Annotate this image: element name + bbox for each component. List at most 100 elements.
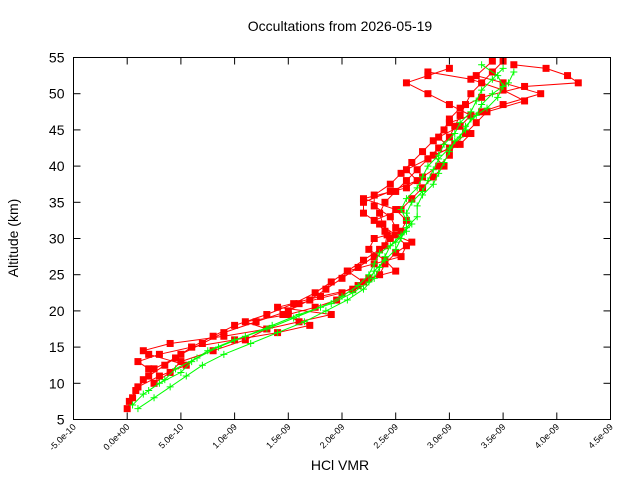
y-tick-label: 45 bbox=[49, 122, 65, 138]
data-point bbox=[402, 184, 410, 192]
data-point bbox=[419, 173, 427, 181]
data-point bbox=[177, 358, 185, 366]
data-point bbox=[241, 318, 249, 326]
y-tick-label: 50 bbox=[49, 86, 65, 102]
chart-title: Occultations from 2026-05-19 bbox=[248, 18, 433, 34]
data-point bbox=[462, 126, 470, 134]
data-point bbox=[429, 166, 437, 174]
data-point bbox=[456, 104, 464, 112]
data-point bbox=[370, 191, 378, 199]
data-point bbox=[306, 321, 314, 329]
data-point bbox=[462, 101, 470, 109]
data-point bbox=[182, 372, 190, 380]
data-point bbox=[132, 387, 140, 395]
data-point bbox=[150, 379, 158, 387]
data-point bbox=[295, 300, 303, 308]
data-point bbox=[284, 311, 292, 319]
data-point bbox=[381, 227, 389, 235]
data-point bbox=[537, 90, 545, 98]
data-point bbox=[419, 148, 427, 156]
profile-line bbox=[137, 71, 515, 410]
data-point bbox=[424, 68, 432, 76]
data-point bbox=[322, 285, 330, 293]
data-point bbox=[386, 235, 394, 242]
data-point bbox=[241, 336, 249, 344]
data-point bbox=[467, 90, 475, 98]
data-point bbox=[376, 209, 384, 217]
data-point bbox=[279, 311, 287, 319]
data-point bbox=[376, 271, 384, 279]
data-point bbox=[488, 90, 496, 98]
data-point bbox=[365, 271, 373, 279]
data-point bbox=[429, 137, 437, 145]
data-point bbox=[209, 347, 217, 355]
data-point bbox=[134, 383, 142, 391]
data-point bbox=[392, 245, 400, 253]
data-point bbox=[161, 376, 169, 384]
data-point bbox=[435, 169, 443, 177]
data-point bbox=[429, 180, 437, 188]
data-point bbox=[451, 140, 459, 148]
data-point bbox=[478, 93, 486, 101]
data-point bbox=[419, 184, 427, 192]
data-point bbox=[209, 332, 217, 340]
data-point bbox=[365, 245, 373, 253]
y-tick-label: 55 bbox=[49, 50, 65, 66]
data-point bbox=[435, 155, 443, 163]
y-tick-label: 30 bbox=[49, 231, 65, 247]
data-point bbox=[402, 195, 410, 203]
data-point bbox=[424, 162, 432, 170]
x-tick-label: 2.0e-09 bbox=[318, 422, 347, 451]
data-point bbox=[338, 289, 346, 297]
data-point bbox=[166, 383, 174, 391]
data-point bbox=[456, 122, 464, 130]
data-point bbox=[129, 394, 137, 402]
data-point bbox=[231, 321, 239, 329]
data-point bbox=[370, 267, 378, 275]
x-tick-label: 4.5e-09 bbox=[586, 422, 615, 451]
data-point bbox=[161, 361, 169, 369]
y-tick-label: 5 bbox=[57, 412, 65, 428]
data-point bbox=[220, 329, 228, 337]
data-point bbox=[408, 238, 416, 246]
y-tick-label: 10 bbox=[49, 375, 65, 391]
data-point bbox=[317, 292, 325, 300]
data-point bbox=[392, 249, 400, 257]
data-point bbox=[521, 82, 529, 90]
x-tick-label: 4.0e-09 bbox=[533, 422, 562, 451]
data-point bbox=[343, 267, 351, 275]
data-point bbox=[435, 133, 443, 141]
data-point bbox=[172, 354, 180, 362]
data-point bbox=[349, 289, 357, 297]
data-point bbox=[198, 361, 206, 369]
data-point bbox=[445, 119, 453, 127]
data-point bbox=[359, 256, 367, 264]
data-point bbox=[499, 64, 507, 72]
data-point bbox=[145, 365, 153, 373]
data-point bbox=[139, 347, 147, 355]
data-point bbox=[413, 177, 421, 185]
data-point bbox=[300, 318, 308, 326]
data-point bbox=[488, 57, 496, 65]
data-point bbox=[359, 198, 367, 206]
data-point bbox=[397, 206, 405, 214]
data-point bbox=[134, 405, 142, 413]
data-point bbox=[483, 104, 491, 112]
data-point bbox=[424, 155, 432, 163]
data-point bbox=[333, 296, 341, 304]
data-point bbox=[397, 169, 405, 177]
data-point bbox=[440, 126, 448, 134]
data-point bbox=[451, 137, 459, 145]
data-point bbox=[150, 365, 158, 373]
data-point bbox=[402, 224, 410, 232]
data-point bbox=[177, 368, 185, 376]
data-point bbox=[365, 274, 373, 282]
data-point bbox=[359, 278, 367, 286]
data-point bbox=[435, 162, 443, 170]
data-point bbox=[402, 216, 410, 224]
data-point bbox=[478, 101, 486, 109]
data-point bbox=[327, 278, 335, 286]
data-point bbox=[381, 256, 389, 264]
data-point bbox=[129, 401, 137, 409]
data-point bbox=[198, 339, 206, 347]
